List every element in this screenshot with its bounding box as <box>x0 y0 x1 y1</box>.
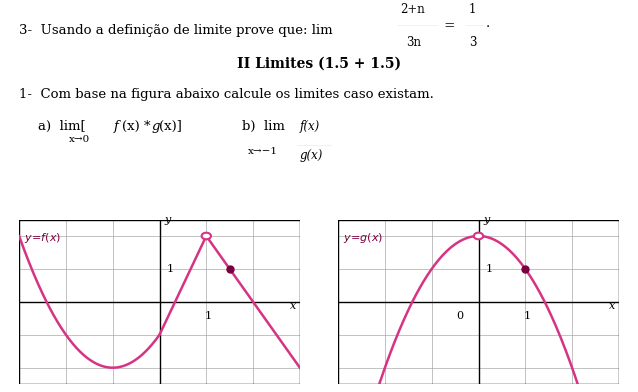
Circle shape <box>202 233 211 239</box>
Text: .: . <box>486 17 491 30</box>
Text: 1: 1 <box>205 311 212 321</box>
Text: 1: 1 <box>524 311 531 321</box>
Text: 1-  Com base na figura abaixo calcule os limites caso existam.: 1- Com base na figura abaixo calcule os … <box>19 88 434 101</box>
Text: a)  lim[: a) lim[ <box>38 120 86 132</box>
Text: x→−1: x→−1 <box>248 147 278 156</box>
Text: (x)]: (x)] <box>159 120 182 132</box>
Text: 3-  Usando a definição de limite prove que: lim: 3- Usando a definição de limite prove qu… <box>19 24 333 36</box>
Text: 2+n: 2+n <box>400 3 425 16</box>
Circle shape <box>474 233 483 239</box>
Text: y: y <box>165 215 171 225</box>
Text: g(x): g(x) <box>299 149 323 162</box>
Text: f: f <box>114 120 119 132</box>
Text: 3n: 3n <box>406 36 421 49</box>
Text: $y\!=\!g(x)$: $y\!=\!g(x)$ <box>343 231 383 245</box>
Text: x: x <box>290 301 296 311</box>
Text: x→0: x→0 <box>69 135 90 144</box>
Text: g: g <box>152 120 160 132</box>
Text: x: x <box>609 301 615 311</box>
Text: y: y <box>484 215 490 225</box>
Text: f(x): f(x) <box>299 120 320 132</box>
Text: 1: 1 <box>167 264 174 274</box>
Text: (x) *: (x) * <box>122 120 154 132</box>
Text: =: = <box>440 19 460 32</box>
Text: II Limites (1.5 + 1.5): II Limites (1.5 + 1.5) <box>237 57 401 71</box>
Text: 0: 0 <box>456 311 463 321</box>
Text: 1: 1 <box>469 3 477 16</box>
Text: 3: 3 <box>469 36 477 49</box>
Text: $y\!=\!f(x)$: $y\!=\!f(x)$ <box>24 231 61 245</box>
Text: b)  lim: b) lim <box>242 120 285 132</box>
Text: 1: 1 <box>486 264 493 274</box>
